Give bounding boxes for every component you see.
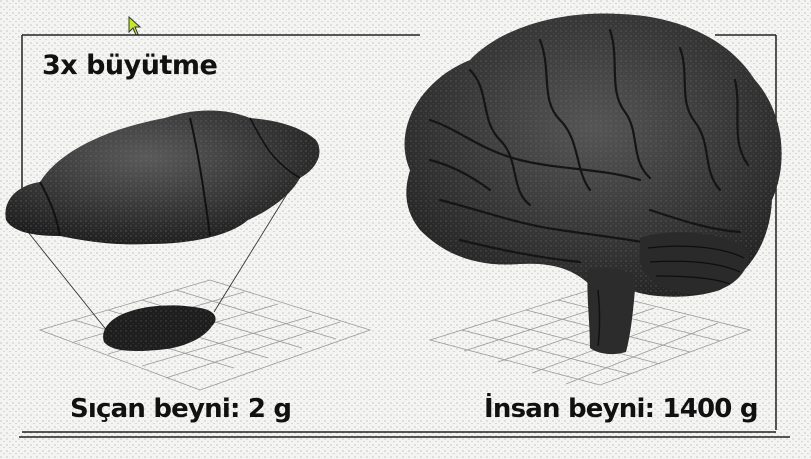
mouse-cursor-icon [128, 16, 142, 36]
rat-brain-label: Sıçan beyni: 2 g [70, 394, 292, 424]
frame [19, 34, 790, 438]
rat-brain-enlarged [5, 110, 320, 245]
human-brain [404, 13, 782, 355]
magnification-label: 3x büyütme [42, 50, 218, 81]
human-brain-label: İnsan beyni: 1400 g [484, 394, 758, 424]
rat-brain-actual-size [103, 305, 216, 352]
